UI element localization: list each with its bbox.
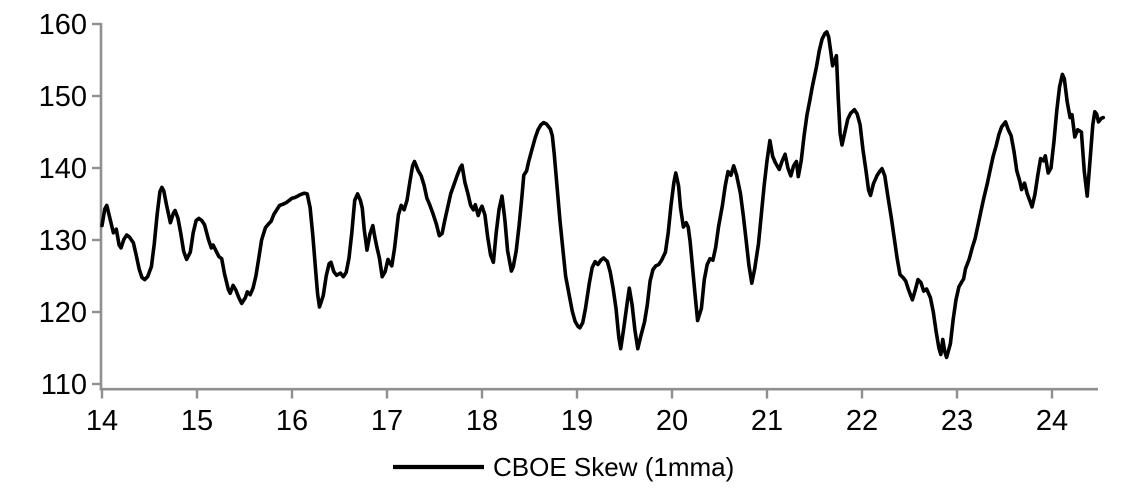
- y-tick-label: 150: [39, 81, 87, 113]
- x-tick-label: 20: [656, 405, 688, 437]
- x-tick-label: 19: [561, 405, 593, 437]
- x-ticks: 14 15 16 17 18 19 20 21 22 23 24: [86, 389, 1068, 437]
- x-tick-label: 21: [751, 405, 783, 437]
- legend: CBOE Skew (1mma): [393, 452, 734, 482]
- y-ticks: 110 120 130 140 150 160: [39, 9, 102, 401]
- y-tick-label: 130: [39, 225, 87, 257]
- y-tick-label: 160: [39, 9, 87, 41]
- y-tick-label: 110: [41, 369, 87, 401]
- y-tick-label: 120: [39, 297, 87, 329]
- x-tick-label: 14: [86, 405, 118, 437]
- x-tick-label: 17: [371, 405, 403, 437]
- x-tick-label: 24: [1036, 405, 1068, 437]
- x-tick-label: 15: [181, 405, 213, 437]
- legend-label: CBOE Skew (1mma): [493, 452, 734, 482]
- x-tick-label: 23: [941, 405, 973, 437]
- skew-line-series: [100, 30, 1106, 360]
- x-tick-label: 18: [466, 405, 498, 437]
- y-tick-label: 140: [39, 153, 87, 185]
- x-tick-label: 16: [276, 405, 308, 437]
- x-tick-label: 22: [846, 405, 878, 437]
